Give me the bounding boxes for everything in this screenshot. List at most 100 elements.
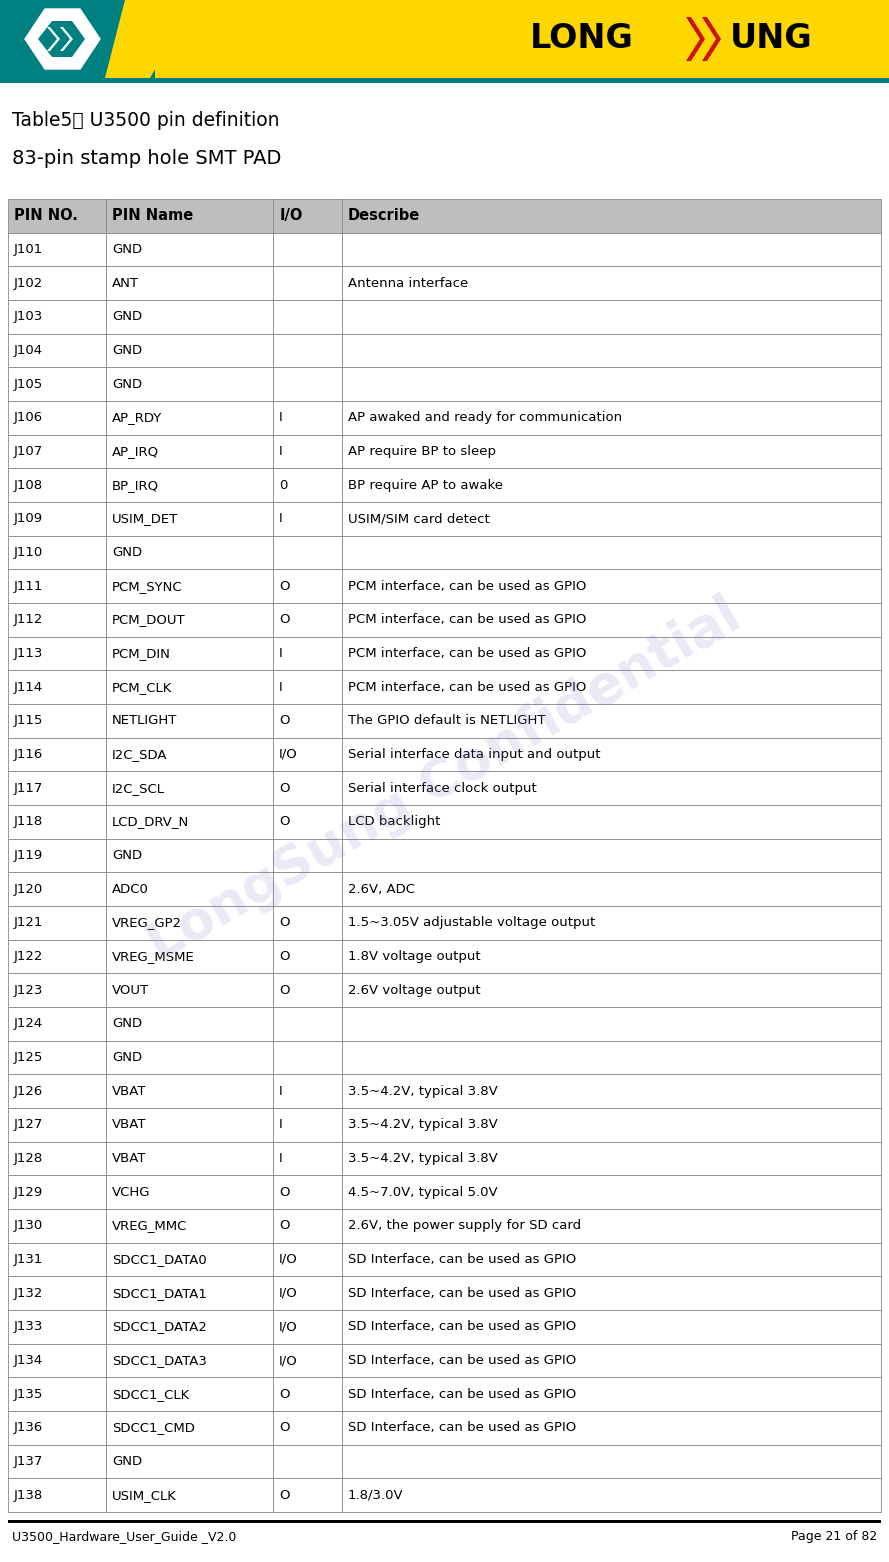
Text: O: O — [279, 1489, 290, 1501]
Text: J106: J106 — [14, 411, 44, 425]
Bar — [106, 1075, 273, 1107]
Text: O: O — [279, 714, 290, 728]
Bar — [8, 1343, 106, 1378]
Text: SDCC1_DATA2: SDCC1_DATA2 — [112, 1320, 207, 1334]
Text: J124: J124 — [14, 1017, 44, 1031]
Text: VREG_MSME: VREG_MSME — [112, 950, 195, 964]
Text: Antenna interface: Antenna interface — [348, 276, 469, 289]
Text: SD Interface, can be used as GPIO: SD Interface, can be used as GPIO — [348, 1287, 576, 1300]
Bar — [273, 434, 342, 469]
Bar — [106, 469, 273, 501]
Bar — [0, 78, 889, 83]
Bar — [8, 704, 106, 737]
Text: O: O — [279, 917, 290, 929]
Text: Serial interface data input and output: Serial interface data input and output — [348, 748, 600, 761]
Text: SD Interface, can be used as GPIO: SD Interface, can be used as GPIO — [348, 1387, 576, 1401]
Text: UNG: UNG — [730, 22, 813, 56]
Bar — [106, 1311, 273, 1343]
Text: AP_RDY: AP_RDY — [112, 411, 163, 425]
Bar — [106, 198, 273, 233]
Bar — [342, 670, 881, 704]
Text: J126: J126 — [14, 1084, 44, 1098]
Text: J118: J118 — [14, 815, 44, 828]
Bar — [342, 1040, 881, 1075]
Text: O: O — [279, 1186, 290, 1198]
Bar — [273, 670, 342, 704]
Bar — [8, 469, 106, 501]
Bar — [342, 737, 881, 772]
Text: GND: GND — [112, 344, 142, 358]
Text: PCM interface, can be used as GPIO: PCM interface, can be used as GPIO — [348, 580, 586, 592]
Bar — [8, 334, 106, 367]
Bar — [8, 1478, 106, 1512]
Text: LongSung Confidential: LongSung Confidential — [139, 589, 750, 973]
Bar — [106, 1378, 273, 1410]
Bar — [273, 334, 342, 367]
Bar — [8, 501, 106, 536]
Text: I: I — [279, 1084, 283, 1098]
Bar — [342, 1175, 881, 1209]
Text: J114: J114 — [14, 681, 44, 694]
Bar — [0, 0, 155, 78]
Bar — [106, 603, 273, 637]
Bar — [8, 367, 106, 401]
Bar — [342, 1276, 881, 1311]
Text: O: O — [279, 614, 290, 626]
Bar — [273, 233, 342, 267]
Bar — [106, 1007, 273, 1040]
Bar — [8, 839, 106, 872]
Bar — [106, 839, 273, 872]
Text: SDCC1_DATA3: SDCC1_DATA3 — [112, 1354, 207, 1367]
Text: J117: J117 — [14, 781, 44, 795]
Text: SDCC1_CMD: SDCC1_CMD — [112, 1421, 195, 1434]
Text: USIM/SIM card detect: USIM/SIM card detect — [348, 512, 490, 525]
Bar — [342, 300, 881, 334]
Text: J108: J108 — [14, 478, 44, 492]
Bar — [106, 872, 273, 906]
Bar — [8, 1107, 106, 1142]
Text: USIM_DET: USIM_DET — [112, 512, 179, 525]
Bar — [342, 603, 881, 637]
Text: O: O — [279, 580, 290, 592]
Bar — [273, 1343, 342, 1378]
Bar — [342, 1478, 881, 1512]
Text: J132: J132 — [14, 1287, 44, 1300]
Text: SDCC1_CLK: SDCC1_CLK — [112, 1387, 189, 1401]
Text: The GPIO default is NETLIGHT: The GPIO default is NETLIGHT — [348, 714, 545, 728]
Text: PIN Name: PIN Name — [112, 208, 194, 223]
Bar — [8, 1276, 106, 1311]
Text: J111: J111 — [14, 580, 44, 592]
Bar — [106, 501, 273, 536]
Text: J121: J121 — [14, 917, 44, 929]
Text: VBAT: VBAT — [112, 1118, 147, 1131]
Text: PCM interface, can be used as GPIO: PCM interface, can be used as GPIO — [348, 681, 586, 694]
Text: LCD backlight: LCD backlight — [348, 815, 440, 828]
Bar — [342, 1107, 881, 1142]
Bar — [273, 569, 342, 603]
Text: J103: J103 — [14, 311, 44, 323]
Bar — [8, 737, 106, 772]
Text: O: O — [279, 781, 290, 795]
Bar — [8, 1007, 106, 1040]
Bar — [8, 940, 106, 973]
Text: J109: J109 — [14, 512, 44, 525]
Text: I: I — [279, 1118, 283, 1131]
Bar — [273, 267, 342, 300]
Bar — [8, 603, 106, 637]
Text: I: I — [279, 512, 283, 525]
Text: SD Interface, can be used as GPIO: SD Interface, can be used as GPIO — [348, 1421, 576, 1434]
Bar — [8, 536, 106, 569]
Bar — [273, 1478, 342, 1512]
Bar — [8, 804, 106, 839]
Bar — [8, 1175, 106, 1209]
Polygon shape — [702, 17, 721, 61]
Text: GND: GND — [112, 850, 142, 862]
Bar — [273, 940, 342, 973]
Bar — [273, 603, 342, 637]
Bar — [342, 1410, 881, 1445]
Bar — [342, 1209, 881, 1243]
Bar — [273, 1175, 342, 1209]
Text: O: O — [279, 1220, 290, 1232]
Bar — [8, 1410, 106, 1445]
Bar — [8, 300, 106, 334]
